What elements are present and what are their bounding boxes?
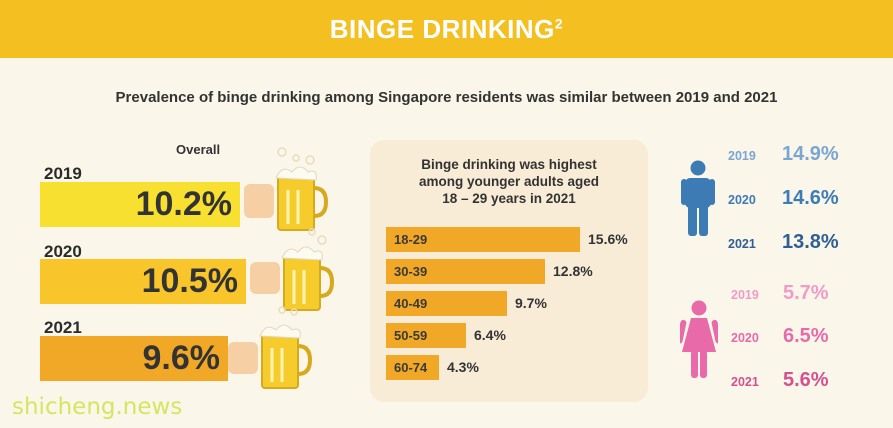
- age-bar: 18-29: [386, 227, 580, 252]
- age-bar-value: 9.7%: [515, 295, 547, 311]
- age-bar: 60-74: [386, 355, 439, 380]
- female-year-label: 2020: [731, 331, 759, 345]
- age-bar: 40-49: [386, 291, 507, 316]
- age-bar-value: 15.6%: [588, 231, 628, 247]
- female-year-label: 2021: [731, 375, 759, 389]
- overall-year-label: 2019: [44, 164, 82, 183]
- age-bar: 30-39: [386, 259, 545, 284]
- beer-mug-icon: [228, 306, 312, 389]
- subtitle: Prevalence of binge drinking among Singa…: [115, 89, 778, 106]
- overall-bar: 10.2%: [40, 182, 240, 227]
- overall-year-label: 2021: [44, 318, 82, 337]
- age-bar-value: 12.8%: [553, 263, 593, 279]
- male-icon: [681, 160, 715, 236]
- overall-bar: 9.6%: [40, 336, 228, 381]
- overall-chart-title: Overall: [176, 142, 221, 157]
- age-bar-value: 6.4%: [474, 327, 506, 343]
- female-year-label: 2019: [731, 288, 759, 302]
- male-year-label: 2021: [728, 237, 756, 251]
- overall-year-label: 2020: [44, 242, 82, 261]
- age-bar: 50-59: [386, 323, 466, 348]
- female-value: 6.5%: [783, 325, 829, 347]
- male-year-label: 2019: [728, 149, 756, 163]
- overall-bar: 10.5%: [40, 259, 246, 304]
- age-chart-title: Binge drinking was highest among younger…: [418, 157, 600, 206]
- female-icon: [680, 300, 718, 378]
- male-value: 14.6%: [782, 187, 839, 209]
- watermark: shicheng.news: [12, 394, 183, 420]
- male-year-label: 2020: [728, 193, 756, 207]
- header-banner: BINGE DRINKING2: [0, 0, 893, 58]
- male-value: 13.8%: [782, 231, 839, 253]
- header-title: BINGE DRINKING2: [329, 13, 564, 44]
- male-value: 14.9%: [782, 143, 839, 165]
- beer-mug-icon: [250, 228, 335, 311]
- beer-mug-icon: [244, 147, 328, 231]
- age-bar-value: 4.3%: [447, 359, 479, 375]
- female-value: 5.7%: [783, 282, 829, 304]
- female-value: 5.6%: [783, 369, 829, 391]
